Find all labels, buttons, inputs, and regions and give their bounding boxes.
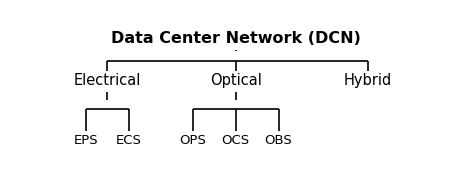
Text: OCS: OCS [221, 134, 249, 147]
Text: Data Center Network (DCN): Data Center Network (DCN) [111, 31, 360, 46]
Text: Optical: Optical [209, 73, 261, 88]
Text: OBS: OBS [264, 134, 292, 147]
Text: OPS: OPS [179, 134, 206, 147]
Text: ECS: ECS [116, 134, 141, 147]
Text: Electrical: Electrical [73, 73, 141, 88]
Text: EPS: EPS [73, 134, 98, 147]
Text: Hybrid: Hybrid [343, 73, 391, 88]
